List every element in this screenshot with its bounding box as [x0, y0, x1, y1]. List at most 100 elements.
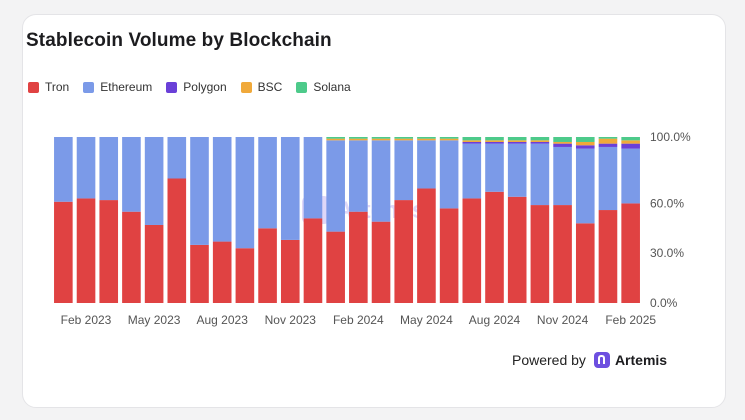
bar-ethereum-nov-2023	[280, 137, 300, 240]
bar-ethereum-feb-2024	[349, 140, 368, 212]
bar-ethereum-jan-2024	[326, 140, 345, 232]
bar-solana-may-2024	[417, 137, 436, 139]
bar-bsc-feb-2024	[349, 138, 368, 141]
bar-bsc-sep-2024	[507, 140, 527, 142]
bar-tron-jun-2024	[439, 208, 459, 303]
bar-tron-dec-2023	[303, 218, 323, 303]
bar-ethereum-aug-2023	[212, 137, 232, 242]
bar-ethereum-feb-2025	[621, 148, 640, 204]
bar-tron-jan-2025	[598, 210, 618, 303]
bar-tron-dec-2024	[575, 223, 595, 303]
bar-bsc-jul-2024	[462, 140, 482, 142]
bar-bsc-apr-2024	[394, 138, 414, 141]
legend-item-solana[interactable]: Solana	[296, 80, 351, 94]
bar-bsc-jan-2025	[598, 138, 618, 144]
bar-tron-jul-2023	[190, 244, 209, 303]
bar-polygon-jan-2025	[598, 143, 618, 147]
chart-title: Stablecoin Volume by Blockchain	[26, 30, 332, 51]
bar-tron-apr-2024	[394, 200, 414, 303]
artemis-logo-icon	[593, 352, 610, 368]
y-tick-label: 0.0%	[650, 296, 678, 310]
bar-ethereum-jan-2023	[54, 137, 73, 202]
bar-tron-nov-2024	[553, 205, 572, 303]
bar-bsc-nov-2024	[553, 141, 572, 144]
bar-ethereum-jan-2025	[598, 146, 618, 211]
bar-solana-mar-2024	[371, 137, 391, 139]
bar-tron-jun-2023	[167, 178, 187, 303]
bar-polygon-sep-2024	[507, 141, 527, 144]
bar-ethereum-apr-2024	[394, 140, 414, 201]
bar-tron-feb-2025	[621, 203, 640, 303]
bar-solana-sep-2024	[507, 137, 527, 141]
bar-tron-apr-2023	[122, 211, 141, 303]
bar-polygon-oct-2024	[530, 141, 550, 144]
x-tick-label: May 2023	[128, 313, 181, 327]
bar-ethereum-may-2024	[417, 140, 436, 189]
bar-ethereum-jul-2023	[190, 137, 209, 245]
bar-polygon-jul-2024	[462, 141, 482, 144]
x-tick-label: Aug 2023	[197, 313, 249, 327]
legend-item-tron[interactable]: Tron	[28, 80, 69, 94]
legend-swatch	[166, 81, 178, 93]
bar-solana-nov-2024	[553, 137, 572, 142]
bar-solana-oct-2024	[530, 137, 550, 141]
bar-solana-feb-2025	[621, 137, 640, 141]
footer: Powered by Artemis	[512, 352, 667, 368]
bar-tron-jan-2024	[326, 231, 345, 303]
bar-bsc-aug-2024	[485, 140, 504, 142]
x-tick-label: Nov 2024	[537, 313, 589, 327]
bar-bsc-feb-2025	[621, 140, 640, 144]
bar-bsc-may-2024	[417, 138, 436, 141]
bar-ethereum-may-2023	[144, 137, 164, 225]
bar-solana-jul-2024	[462, 137, 482, 141]
legend-label: Solana	[313, 80, 351, 94]
bar-ethereum-oct-2023	[258, 137, 277, 229]
x-tick-label: Feb 2025	[605, 313, 656, 327]
bar-ethereum-sep-2024	[507, 143, 527, 197]
powered-by-label: Powered by	[512, 352, 586, 368]
bar-ethereum-mar-2023	[99, 137, 119, 201]
y-tick-label: 30.0%	[650, 246, 684, 260]
x-tick-label: Nov 2023	[265, 313, 317, 327]
bar-tron-aug-2024	[485, 191, 504, 303]
bar-ethereum-feb-2023	[76, 137, 96, 199]
bar-solana-aug-2024	[485, 137, 504, 141]
bar-tron-sep-2024	[507, 196, 527, 303]
legend-swatch	[240, 81, 252, 93]
bar-polygon-nov-2024	[553, 143, 572, 147]
bar-bsc-oct-2024	[530, 140, 550, 142]
bar-ethereum-jul-2024	[462, 143, 482, 199]
bar-polygon-aug-2024	[485, 141, 504, 144]
legend-label: BSC	[257, 80, 283, 94]
bar-tron-may-2023	[144, 224, 164, 303]
legend-item-polygon[interactable]: Polygon	[166, 80, 227, 94]
bar-ethereum-aug-2024	[485, 143, 504, 192]
legend-swatch	[28, 81, 39, 93]
bar-solana-apr-2024	[394, 137, 414, 139]
x-tick-label: Feb 2023	[61, 313, 112, 327]
legend-item-ethereum[interactable]: Ethereum	[83, 80, 152, 94]
bar-tron-feb-2024	[349, 211, 368, 303]
bar-bsc-jun-2024	[439, 138, 459, 141]
legend-item-bsc[interactable]: BSC	[240, 80, 283, 94]
bar-bsc-dec-2024	[575, 141, 595, 146]
bar-tron-mar-2024	[371, 221, 391, 303]
bar-tron-oct-2023	[258, 228, 277, 303]
bar-ethereum-jun-2024	[439, 140, 459, 209]
bar-ethereum-nov-2024	[553, 146, 572, 206]
y-tick-label: 100.0%	[650, 130, 691, 144]
legend-label: Polygon	[183, 80, 227, 94]
legend-label: Ethereum	[100, 80, 153, 94]
bar-tron-oct-2024	[530, 205, 550, 303]
bar-ethereum-sep-2023	[235, 137, 255, 249]
artemis-brand[interactable]: Artemis	[593, 352, 667, 368]
bar-ethereum-dec-2024	[575, 148, 595, 224]
bar-ethereum-oct-2024	[530, 143, 550, 206]
x-tick-label: May 2024	[400, 313, 453, 327]
bar-polygon-dec-2024	[575, 145, 595, 149]
legend-swatch	[83, 81, 95, 93]
bar-tron-aug-2023	[212, 241, 232, 303]
bar-solana-dec-2024	[575, 137, 595, 142]
bar-solana-jan-2024	[326, 137, 345, 139]
